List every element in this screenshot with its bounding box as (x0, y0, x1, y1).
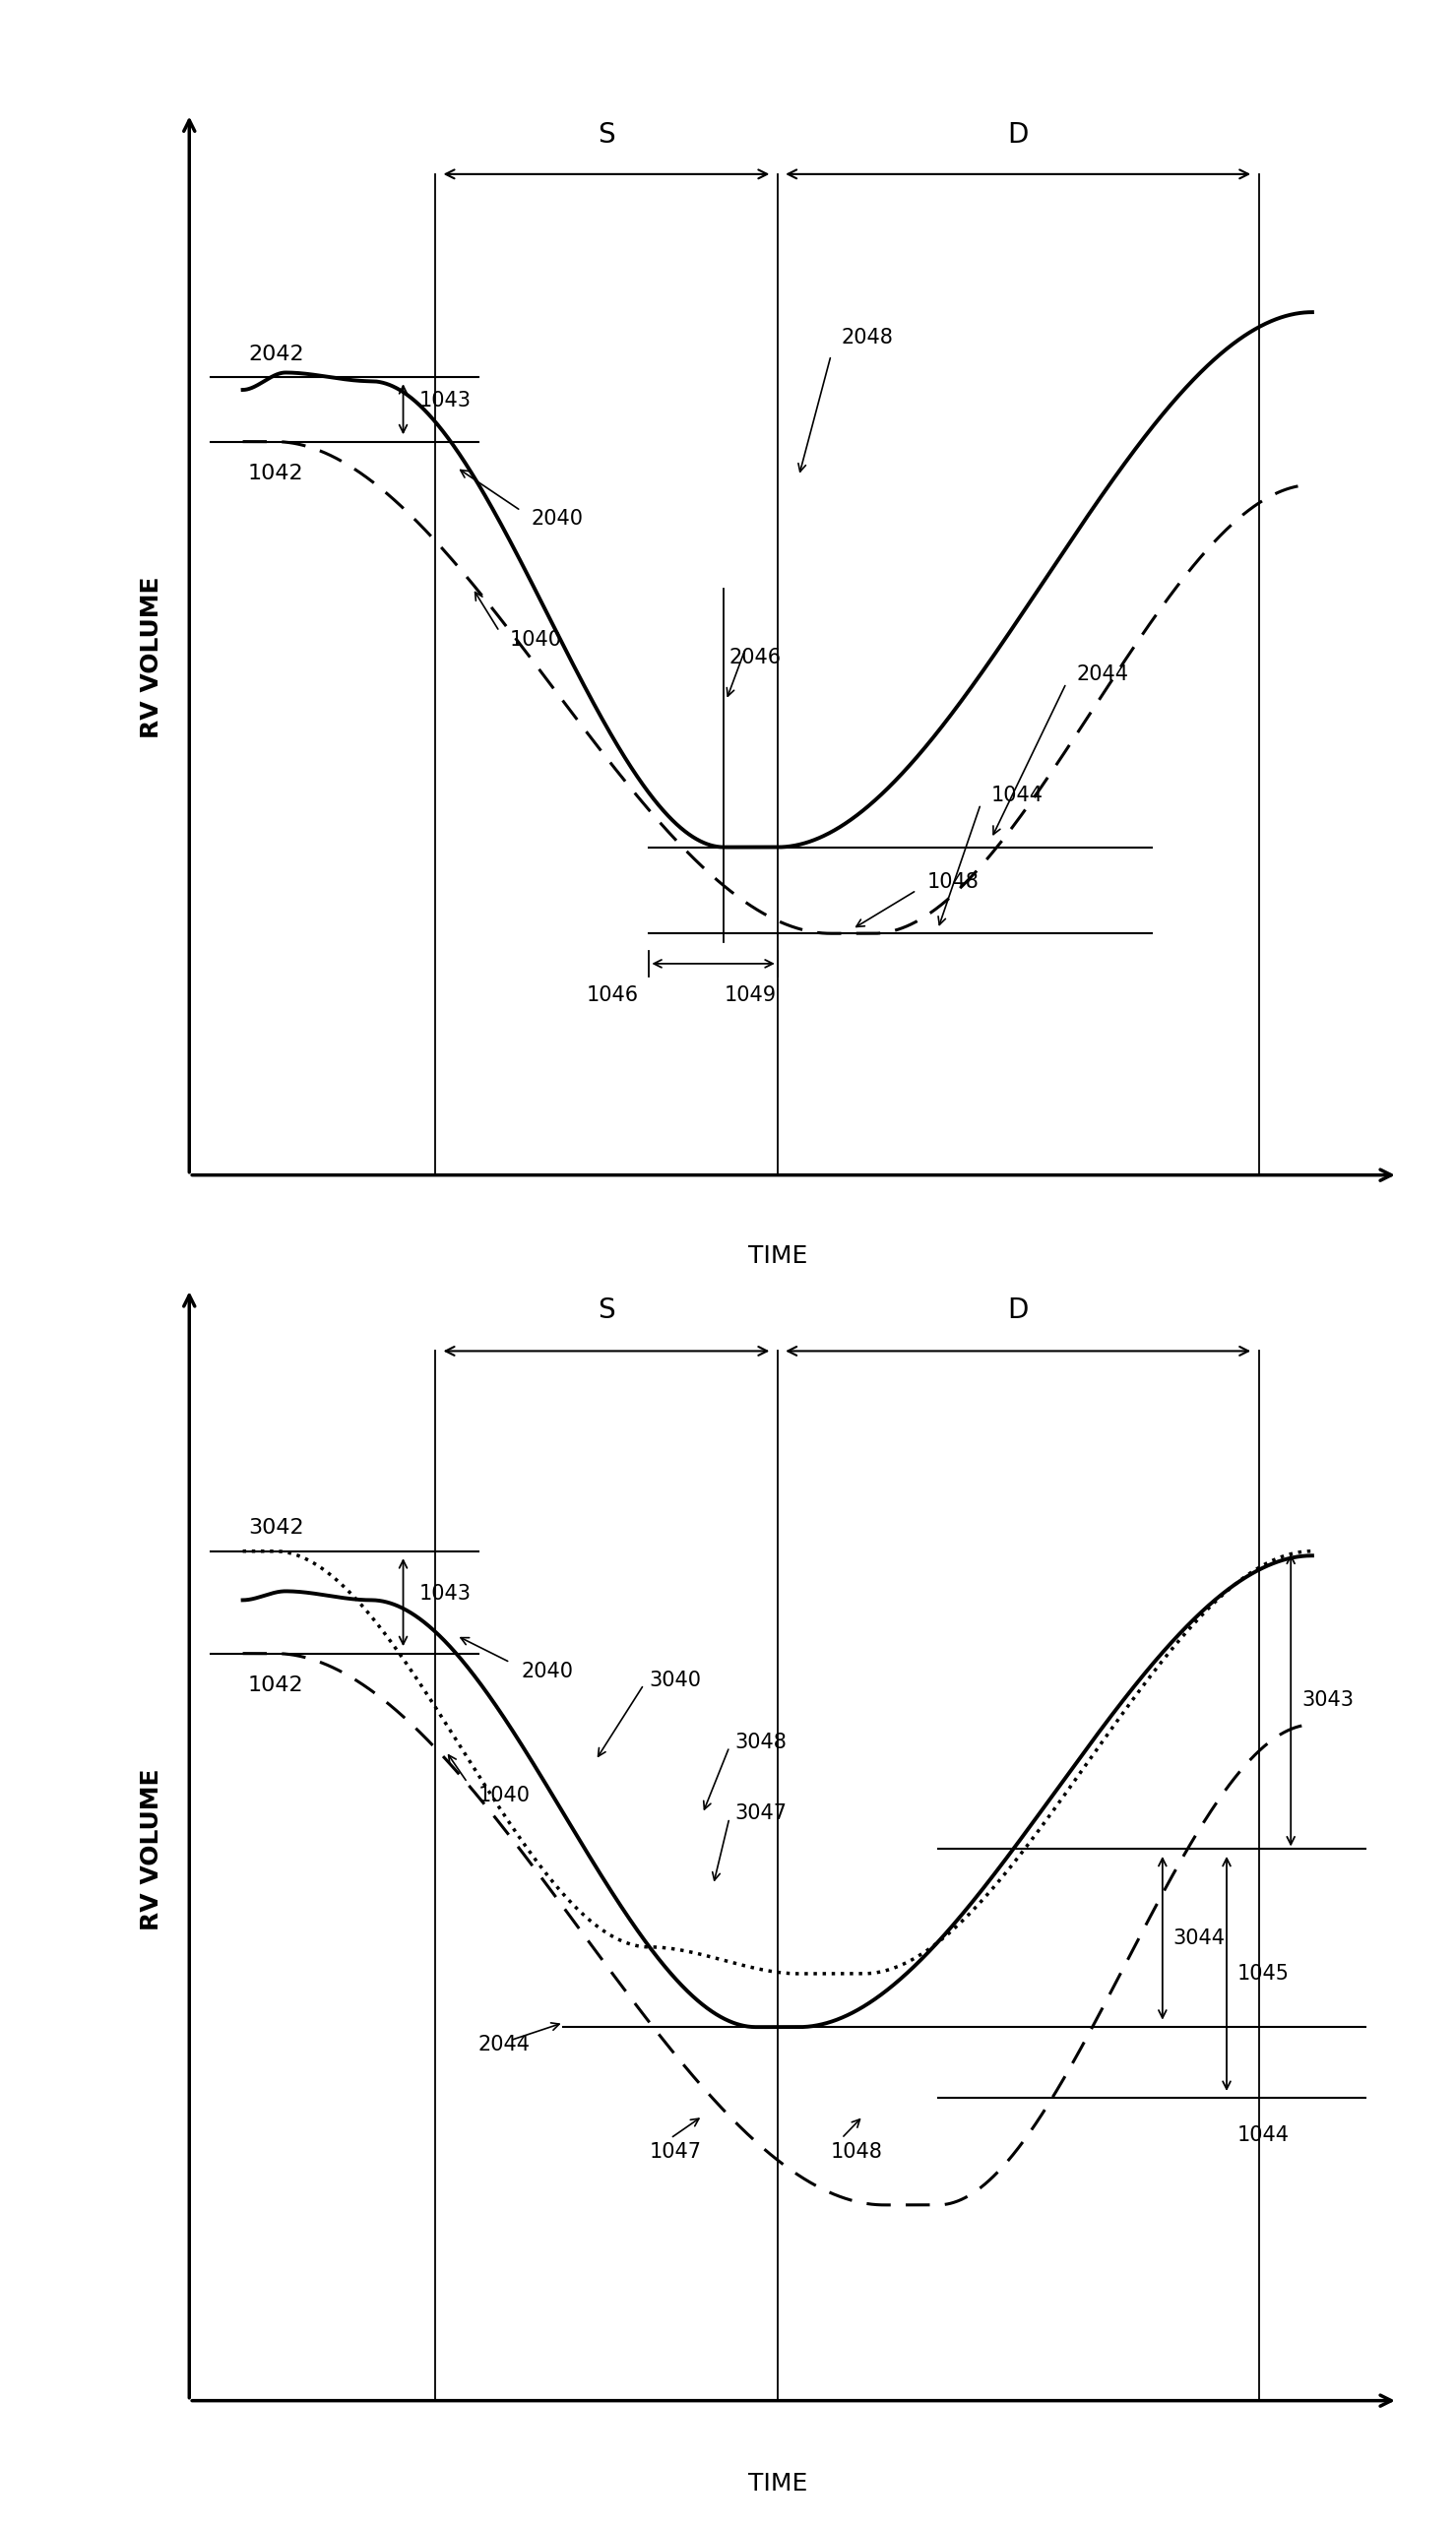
Text: 2040: 2040 (531, 510, 584, 528)
Text: 3042: 3042 (248, 1519, 304, 1539)
Text: 3040: 3040 (649, 1670, 702, 1691)
Text: 1043: 1043 (419, 1584, 472, 1602)
Text: RV VOLUME: RV VOLUME (140, 576, 163, 738)
Text: 1046: 1046 (587, 986, 638, 1006)
Text: S: S (598, 121, 614, 149)
Text: 2044: 2044 (1077, 665, 1128, 685)
Text: 2040: 2040 (521, 1660, 574, 1680)
Text: 2042: 2042 (248, 344, 304, 364)
Text: 1048: 1048 (831, 2143, 882, 2161)
Text: RV VOLUME: RV VOLUME (140, 1769, 163, 1931)
Text: FIG. 1C: FIG. 1C (706, 1329, 849, 1365)
Text: TIME: TIME (748, 1243, 807, 1269)
Text: 3044: 3044 (1174, 1928, 1226, 1948)
Text: 2048: 2048 (842, 329, 894, 349)
Text: 1040: 1040 (478, 1787, 530, 1807)
Text: 3043: 3043 (1302, 1691, 1354, 1711)
Text: 1044: 1044 (992, 786, 1044, 806)
Text: 2046: 2046 (729, 647, 782, 667)
Text: 1042: 1042 (248, 1675, 304, 1696)
Text: 1049: 1049 (724, 986, 776, 1006)
Text: 1042: 1042 (248, 462, 304, 483)
Text: 3047: 3047 (735, 1804, 786, 1824)
Text: D: D (1008, 121, 1028, 149)
Text: 3048: 3048 (735, 1734, 786, 1751)
Text: 1043: 1043 (419, 392, 472, 409)
Text: 1048: 1048 (927, 872, 980, 892)
Text: S: S (598, 1296, 614, 1324)
Text: 1044: 1044 (1238, 2125, 1290, 2145)
Text: 1045: 1045 (1238, 1963, 1290, 1984)
Text: 2044: 2044 (478, 2034, 530, 2054)
Text: 1047: 1047 (649, 2143, 702, 2161)
Text: TIME: TIME (748, 2471, 807, 2497)
Text: D: D (1008, 1296, 1028, 1324)
Text: 1040: 1040 (510, 629, 562, 649)
